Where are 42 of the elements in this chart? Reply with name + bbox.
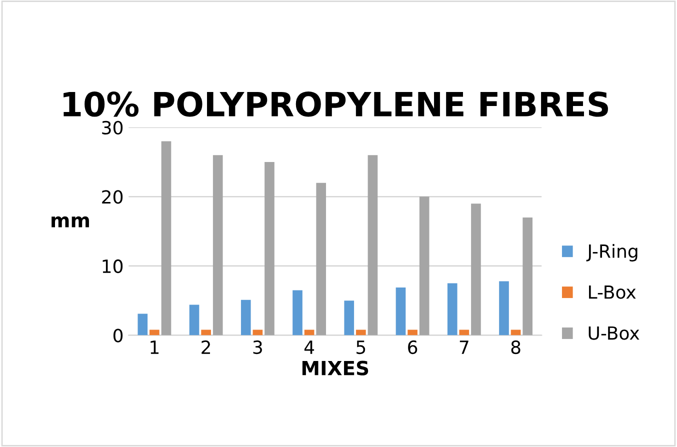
x-tick-label: 3 <box>253 340 262 354</box>
legend-label: L-Box <box>589 286 636 299</box>
bar <box>304 330 314 336</box>
bar <box>396 287 406 336</box>
x-tick-label: 8 <box>511 340 520 354</box>
bar <box>161 141 172 336</box>
bar <box>252 330 263 336</box>
bar <box>138 314 148 336</box>
bar <box>408 330 418 336</box>
bar <box>240 300 251 336</box>
bar <box>292 290 302 336</box>
y-tick-label: 0 <box>113 328 123 342</box>
x-tick-label: 2 <box>202 340 210 354</box>
legend-label: U-Box <box>588 326 640 340</box>
x-tick-label: 7 <box>460 340 468 354</box>
bar <box>522 217 533 336</box>
bar <box>459 330 470 336</box>
bar <box>368 155 378 336</box>
bar <box>471 204 481 336</box>
y-tick-label: 30 <box>102 120 123 135</box>
bar <box>189 304 200 336</box>
bar <box>201 330 211 336</box>
bar <box>316 182 326 336</box>
x-tick-label: 6 <box>408 340 418 354</box>
chart-title: 10% POLYPROPYLENE FIBRES <box>64 92 608 117</box>
bar <box>419 196 430 336</box>
x-tick-label: 5 <box>356 340 366 354</box>
x-tick-label: 4 <box>304 340 314 354</box>
x-tick-label: 1 <box>150 340 159 354</box>
bar <box>499 281 509 336</box>
bar <box>150 330 160 336</box>
bar <box>447 283 458 336</box>
bar <box>264 162 274 336</box>
bar <box>356 330 366 336</box>
legend-label: J-Ring <box>586 244 638 262</box>
bar <box>344 300 354 336</box>
y-tick-label: 10 <box>102 259 123 274</box>
y-tick-label: 20 <box>102 190 123 204</box>
y-axis-title: mm <box>52 216 89 228</box>
x-axis-title: MIXES <box>302 360 368 376</box>
bar <box>510 330 521 336</box>
bar <box>212 155 223 336</box>
